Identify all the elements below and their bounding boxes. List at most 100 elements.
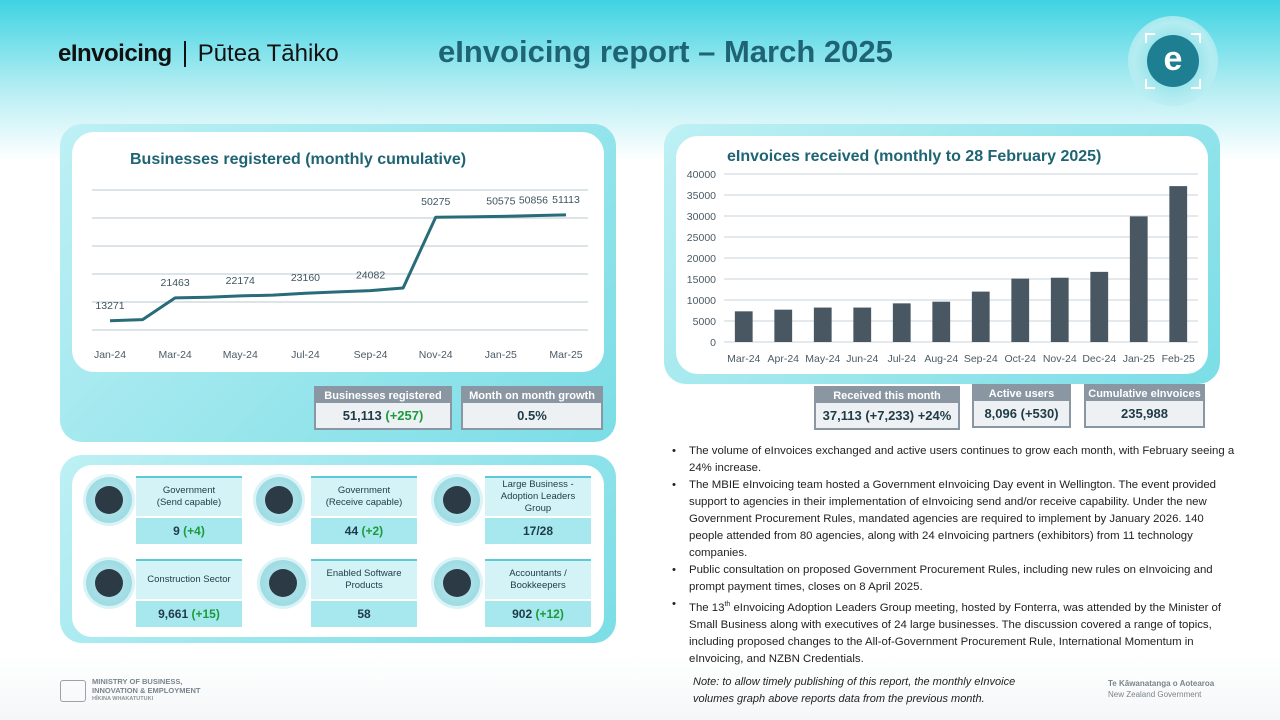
x-tick-label: Oct-24 [1004,353,1036,365]
gov-line2: New Zealand Government [1108,690,1202,699]
tile-value: 9 (+4) [136,518,242,544]
series-line [109,213,567,323]
footer-note: Note: to allow timely publishing of this… [693,674,1015,708]
stat-label: Received this month [833,390,941,402]
logo-divider [183,41,186,67]
stat-label: Active users [988,388,1055,400]
magnifier-person-icon [86,560,132,606]
x-tick-label: May-24 [805,353,840,365]
y-tick-label: 35000 [687,190,716,202]
bar [1050,277,1069,342]
data-label: 50575 [486,195,515,207]
gear-icon [260,560,306,606]
x-tick-label: Nov-24 [1043,353,1077,365]
x-tick-label: Jan-25 [1123,353,1155,365]
x-tick-label: Jul-24 [291,349,320,361]
news-bullet-list: The volume of eInvoices exchanged and ac… [670,443,1238,668]
mbie-line2: INNOVATION & EMPLOYMENT [92,686,201,695]
x-tick-label: Sep-24 [354,349,388,361]
tile-value: 902 (+12) [485,601,591,627]
badge-letter: e [1163,40,1183,78]
stat-value: 8,096 (+530) [974,401,1069,426]
x-tick-label: Jun-24 [846,353,878,365]
stat-label: Month on month growth [469,390,595,402]
businesses-chart-card [72,132,604,372]
stat-value: 51,113 (+257) [316,403,450,428]
bar [971,291,990,342]
stat-label: Businesses registered [324,390,442,402]
data-label: 51113 [552,194,580,206]
page-title: eInvoicing report – March 2025 [438,34,893,69]
bar [774,309,793,342]
tile-label: Accountants / Bookkeepers [485,559,591,599]
mbie-line3: HĪKINA WHAKATUTUKI [92,696,154,702]
x-tick-label: Sep-24 [964,353,998,365]
einvoices-bar-chart: 0 5000 10000 15000 20000 25000 30000 35000 40000… [687,169,1198,365]
x-tick-label: Mar-24 [159,349,192,361]
bullet-item: The 13th eInvoicing Adoption Leaders Gro… [670,596,1238,668]
businesses-line-chart: Jan-24 Mar-24 May-24 Jul-24 Sep-24 Nov-24 Jan-… [92,189,588,361]
tile-value: 44 (+2) [311,518,417,544]
tile-label: Enabled Software Products [311,559,417,599]
office-building-icon [434,477,480,523]
bar [1011,278,1030,342]
stat-value: 0.5% [463,403,601,428]
stat-businesses-registered: Businesses registered 51,113 (+257) [314,386,452,430]
tile-value: 58 [311,601,417,627]
y-tick-label: 0 [710,337,716,349]
bar [932,301,951,342]
y-tick-label: 5000 [693,316,717,328]
mbie-line1: MINISTRY OF BUSINESS, [92,677,183,686]
data-label: 50856 [519,195,548,207]
stat-received-this-month: Received this month 37,113 (+7,233) +24% [814,386,960,430]
data-label: 23160 [291,272,320,284]
data-label: 22174 [226,275,255,287]
stat-cumulative-einvoices: Cumulative eInvoices 235,988 [1084,384,1205,428]
y-tick-label: 15000 [687,274,716,286]
right-chart-title: eInvoices received (monthly to 28 Februa… [727,148,1102,165]
y-tick-label: 40000 [687,169,716,181]
tile-value: 9,661 (+15) [136,601,242,627]
stat-label: Cumulative eInvoices [1088,388,1201,400]
x-tick-label: Nov-24 [419,349,453,361]
data-label: 13271 [95,300,124,312]
bullet-item: The MBIE eInvoicing team hosted a Govern… [670,477,1238,562]
tile-label: Government (Receive capable) [311,476,417,516]
accountant-icon [434,560,480,606]
government-building-icon [86,477,132,523]
bar [892,303,911,342]
bar [1169,186,1188,342]
left-chart-title: Businesses registered (monthly cumulativ… [130,151,467,168]
x-tick-label: Jan-25 [485,349,517,361]
nz-crest-icon [60,679,86,702]
bar [813,307,832,342]
bar [734,311,753,342]
nz-government-logo: Te Kāwanatanga o Aotearoa New Zealand Go… [1108,678,1214,700]
bullet-item: The volume of eInvoices exchanged and ac… [670,443,1238,477]
bar [1090,271,1109,342]
tile-label: Large Business - Adoption Leaders Group [485,476,591,516]
x-tick-label: May-24 [223,349,258,361]
logo-maori-text: Pūtea Tāhiko [197,40,339,67]
x-tick-label: Mar-24 [727,353,760,365]
y-tick-label: 10000 [687,295,716,307]
x-tick-label: Aug-24 [924,353,958,365]
tile-value: 17/28 [485,518,591,544]
stat-value: 235,988 [1086,401,1203,426]
x-tick-label: Jan-24 [94,349,126,361]
einvoicing-badge-icon: e [1128,16,1218,106]
data-label: 50275 [421,196,450,208]
stat-active-users: Active users 8,096 (+530) [972,384,1071,428]
y-tick-label: 25000 [687,232,716,244]
tile-label: Construction Sector [136,559,242,599]
x-tick-label: Mar-25 [549,349,582,361]
y-tick-label: 20000 [687,253,716,265]
einvoicing-logo: eInvoicing Pūtea Tāhiko [58,40,339,68]
note-line-1: Note: to allow timely publishing of this… [693,676,1016,688]
bar [853,307,872,342]
bullet-item: Public consultation on proposed Governme… [670,562,1238,596]
x-tick-label: Feb-25 [1162,353,1195,365]
gov-line1: Te Kāwanatanga o Aotearoa [1108,679,1215,688]
y-tick-label: 30000 [687,211,716,223]
data-label: 21463 [161,277,190,289]
